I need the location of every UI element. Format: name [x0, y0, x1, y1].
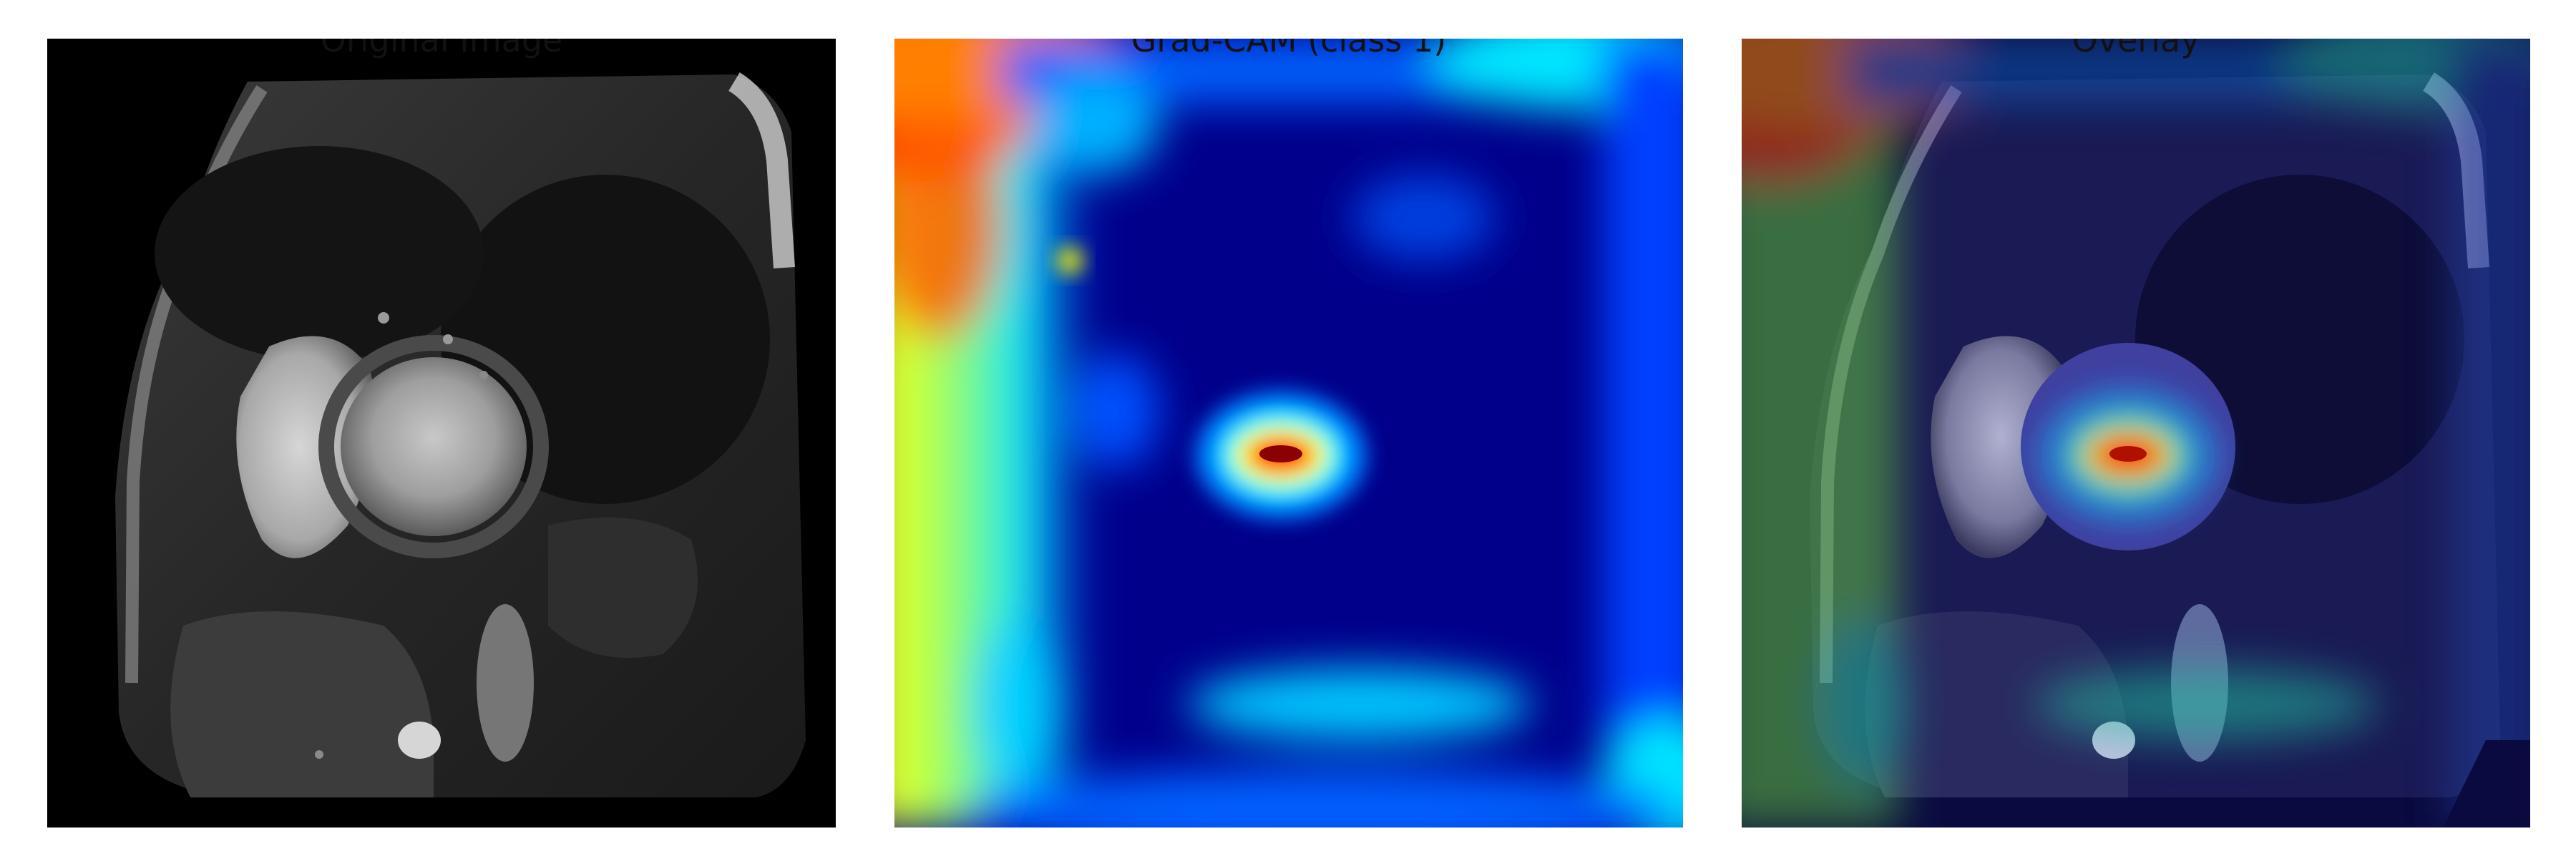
overlay-panel: Overlay — [1742, 39, 2530, 828]
original-image — [47, 39, 836, 828]
gradcam-panel: Grad-CAM (class 1) — [894, 39, 1683, 828]
overlay-title: Overlay — [2072, 39, 2200, 59]
overlay-image — [1742, 39, 2530, 828]
gradcam-title: Grad-CAM (class 1) — [1131, 39, 1447, 59]
gradcam-heatmap — [894, 39, 1683, 828]
original-image-title: Original Image — [320, 39, 563, 59]
original-image-panel: Original Image — [47, 39, 836, 828]
